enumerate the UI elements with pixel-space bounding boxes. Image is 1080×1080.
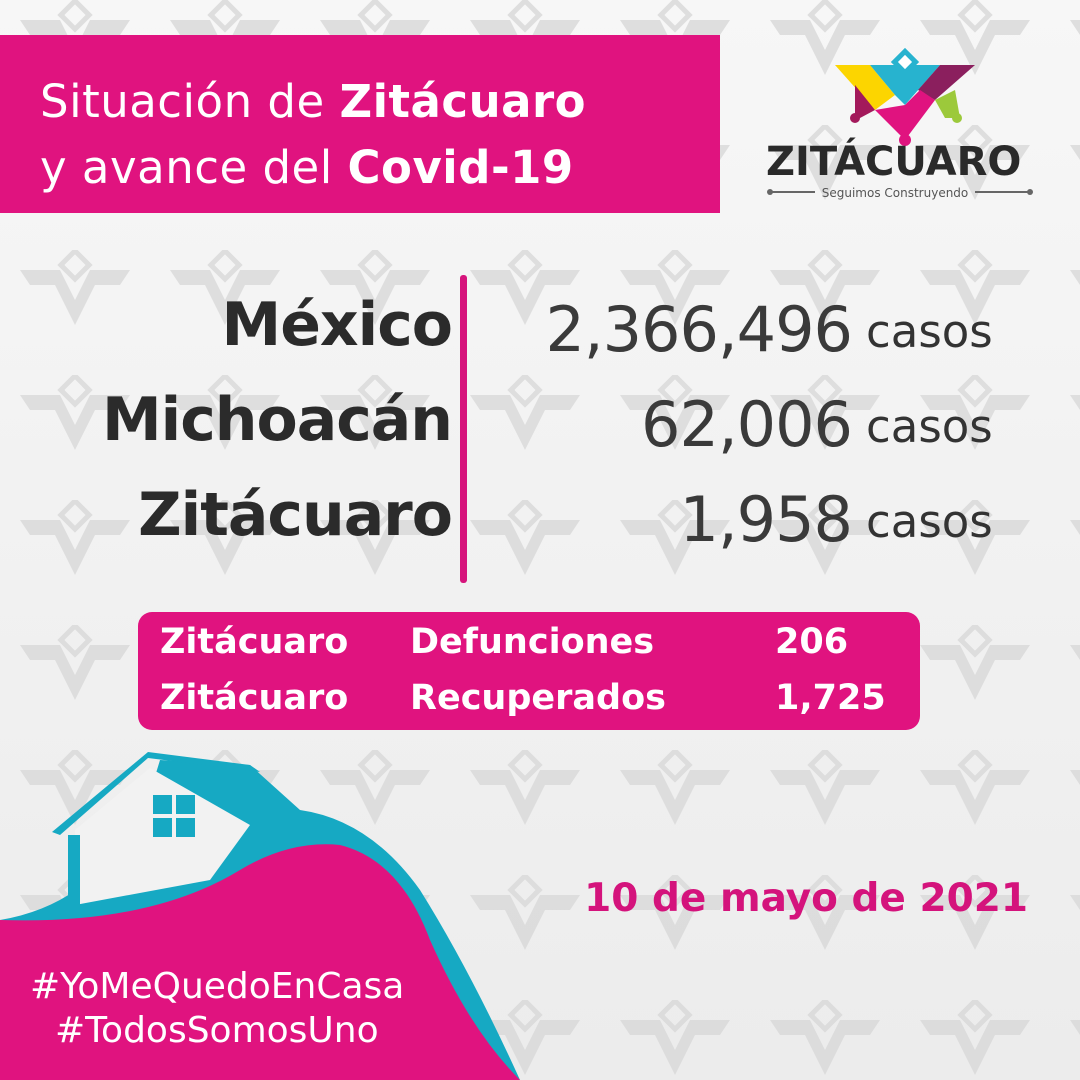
title-banner: Situación de Zitácuaro y avance del Covi… xyxy=(0,35,720,213)
stat-cases-michoacan: 62,006 xyxy=(641,388,853,461)
deaths-value: 206 xyxy=(775,622,849,662)
local-place: Zitácuaro xyxy=(160,678,349,718)
title-line-1: Situación de Zitácuaro xyxy=(40,75,587,128)
hashtag-all-one: #TodosSomosUno xyxy=(55,1010,379,1051)
stat-unit: casos xyxy=(866,495,993,548)
divider xyxy=(460,275,467,583)
stat-unit: casos xyxy=(866,305,993,358)
stat-cases-zitacuaro: 1,958 xyxy=(679,483,853,556)
stat-place-mexico: México xyxy=(221,290,453,360)
deaths-label: Defunciones xyxy=(410,622,655,662)
stat-cases-mexico: 2,366,496 xyxy=(545,293,853,366)
stat-unit: casos xyxy=(866,400,993,453)
report-date: 10 de mayo de 2021 xyxy=(584,876,1028,921)
house-wave-illustration xyxy=(0,752,520,1080)
stat-place-zitacuaro: Zitácuaro xyxy=(138,480,453,550)
local-stats-box: Zitácuaro Defunciones 206 Zitácuaro Recu… xyxy=(138,612,920,730)
zitacuaro-logo: ZITÁCUARO Seguimos Construyendo xyxy=(760,40,1050,210)
hashtag-stay-home: #YoMeQuedoEnCasa xyxy=(30,966,405,1007)
svg-text:Seguimos Construyendo: Seguimos Construyendo xyxy=(822,186,969,200)
recovered-value: 1,725 xyxy=(775,678,886,718)
stat-place-michoacan: Michoacán xyxy=(101,385,453,455)
svg-text:ZITÁCUARO: ZITÁCUARO xyxy=(766,137,1021,185)
local-place: Zitácuaro xyxy=(160,622,349,662)
title-line-2: y avance del Covid-19 xyxy=(40,141,574,194)
recovered-label: Recuperados xyxy=(410,678,666,718)
